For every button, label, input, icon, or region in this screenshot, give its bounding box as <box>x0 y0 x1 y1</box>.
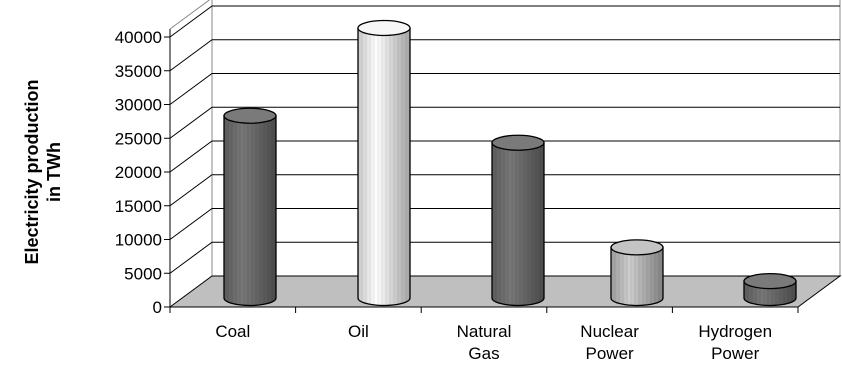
chart-walls <box>169 0 841 277</box>
bar-top <box>491 134 545 151</box>
side-wall-top-edge <box>169 0 211 30</box>
x-category-label: Natural Gas <box>457 322 512 363</box>
y-tick-label: 20000 <box>115 163 162 182</box>
x-category-label-line: Nuclear <box>580 322 639 341</box>
bar <box>491 134 545 307</box>
y-axis-label: Electricity production in TWh <box>22 79 64 264</box>
bar-top <box>223 107 277 124</box>
bar <box>610 239 664 307</box>
gridline <box>169 174 840 207</box>
bars <box>223 19 797 307</box>
gridline <box>169 208 840 240</box>
y-tick-labels: 0 5000 10000 15000 20000 25000 30000 35000 40000 <box>115 28 162 317</box>
x-category-label-line: Power <box>711 344 760 363</box>
x-category-label-line: Coal <box>215 322 250 341</box>
y-tick-label: 10000 <box>115 231 162 250</box>
gridline <box>169 73 840 105</box>
x-category-label: Hydrogen Power <box>698 322 772 363</box>
x-category-labels: Coal Oil Natural Gas Nuclear Power Hydrogen Pow… <box>215 322 772 363</box>
gridline <box>169 5 840 38</box>
bar <box>357 19 411 307</box>
y-tick-label: 30000 <box>115 96 162 115</box>
x-category-label-line: Power <box>586 344 635 363</box>
x-category-label-line: Oil <box>348 322 369 341</box>
y-axis-label-line: in TWh <box>44 142 64 202</box>
axes <box>164 29 799 313</box>
bar <box>223 107 277 307</box>
y-tick-label: 35000 <box>115 62 162 81</box>
bar-body <box>610 246 664 307</box>
x-category-label-line: Gas <box>468 344 499 363</box>
bar-body <box>357 27 411 307</box>
gridline <box>169 106 840 139</box>
y-tick-label: 25000 <box>115 129 162 148</box>
gridline <box>169 39 840 72</box>
gridline <box>169 140 840 173</box>
y-tick-label: 15000 <box>115 197 162 216</box>
bar-body <box>491 142 545 307</box>
y-tick-label: 40000 <box>115 28 162 47</box>
x-category-label: Nuclear Power <box>580 322 639 363</box>
bar-top <box>610 239 664 256</box>
y-tick-label: 0 <box>153 298 162 317</box>
x-category-label-line: Hydrogen <box>698 322 772 341</box>
y-axis-label-line: Electricity production <box>22 79 42 264</box>
x-category-label-line: Natural <box>457 322 512 341</box>
bar <box>743 272 797 307</box>
x-category-label: Oil <box>348 322 369 341</box>
bar-body <box>223 115 277 307</box>
x-category-label: Coal <box>215 322 250 341</box>
bar-top <box>357 19 411 37</box>
y-tick-label: 5000 <box>124 264 162 283</box>
gridlines <box>169 5 840 274</box>
bar-top <box>743 272 797 290</box>
